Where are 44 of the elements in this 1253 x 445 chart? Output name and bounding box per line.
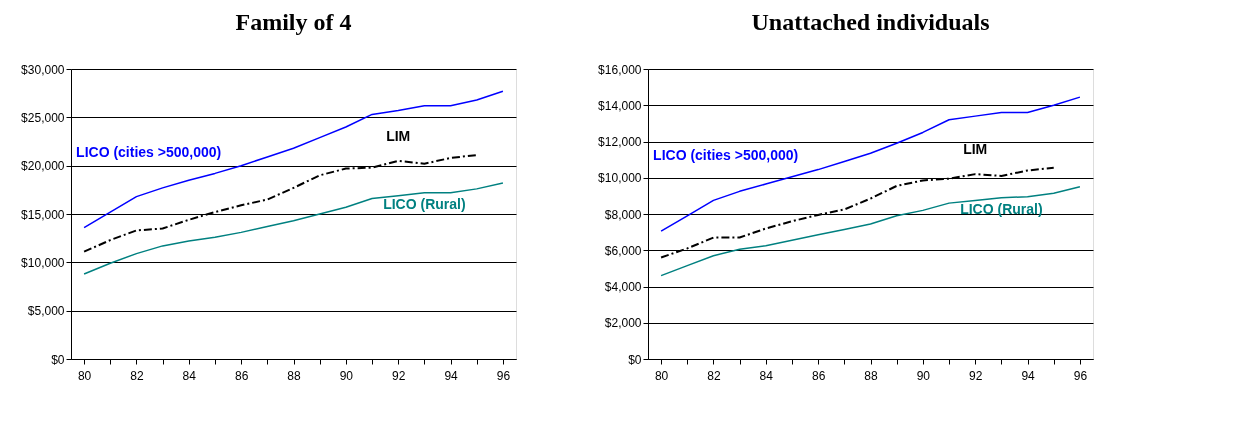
y-tick-label: $5,000 [27,304,65,319]
y-tick-label: $10,000 [21,255,65,270]
x-tick-label: 96 [1073,368,1088,383]
x-tick-label: 92 [969,368,983,383]
x-tick-label: 86 [234,368,249,383]
x-tick-label: 94 [444,368,459,383]
line-series [83,182,504,275]
chart-title: Family of 4 [235,9,352,35]
y-tick-label: $16,000 [598,62,642,77]
x-tick-label: 84 [182,368,197,383]
x-tick-label: 96 [496,368,511,383]
x-tick-label: 88 [864,368,878,383]
series-label: LICO (cities >500,000) [76,143,222,160]
x-tick-label: 94 [1021,368,1036,383]
series-label: LICO (Rural) [383,195,466,212]
x-tick-label: 84 [759,368,774,383]
y-tick-label: $10,000 [598,171,642,186]
series-label: LICO (Rural) [960,200,1043,217]
x-tick-label: 80 [654,368,669,383]
y-tick-label: $25,000 [21,110,65,125]
y-tick-label: $6,000 [604,243,642,258]
x-tick-label: 86 [811,368,826,383]
x-tick-label: 90 [916,368,931,383]
x-tick-label: 82 [707,368,721,383]
y-tick-label: $14,000 [598,98,642,113]
y-tick-label: $8,000 [604,207,642,222]
y-tick-label: $20,000 [21,159,65,174]
series-label: LICO (cities >500,000) [653,147,799,164]
y-tick-label: $0 [51,352,65,367]
y-tick-label: $15,000 [21,207,65,222]
x-tick-label: 92 [392,368,406,383]
series-label: LIM [386,127,411,144]
chart-title: Unattached individuals [751,9,990,35]
y-tick-label: $12,000 [598,135,642,149]
series-label: LIM [963,141,988,158]
x-tick-label: 90 [339,368,354,383]
y-tick-label: $2,000 [604,316,642,331]
line-series [660,186,1081,277]
y-tick-label: $0 [628,352,642,367]
x-tick-label: 88 [287,368,301,383]
y-tick-label: $4,000 [604,280,642,294]
x-tick-label: 82 [130,368,144,383]
y-tick-label: $30,000 [21,62,65,77]
x-tick-label: 80 [77,368,92,383]
